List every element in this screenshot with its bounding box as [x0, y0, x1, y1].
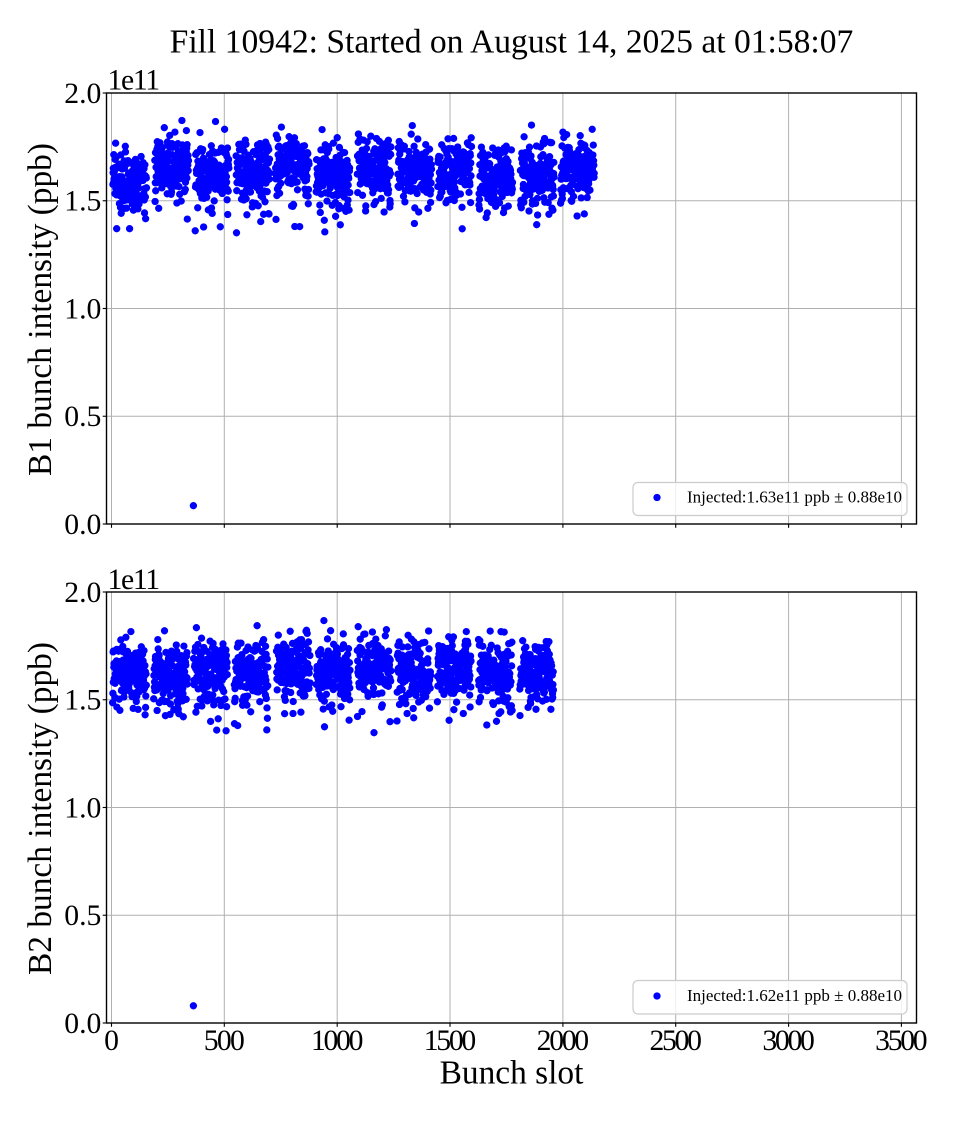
svg-text:Injected:1.63e11 ppb ± 0.88e10: Injected:1.63e11 ppb ± 0.88e10: [687, 488, 902, 507]
svg-text:B1 bunch intensity (ppb): B1 bunch intensity (ppb): [22, 143, 59, 476]
svg-text:1500: 1500: [424, 1025, 477, 1057]
svg-text:2500: 2500: [649, 1025, 702, 1057]
svg-text:B2 bunch intensity (ppb): B2 bunch intensity (ppb): [22, 642, 59, 975]
svg-text:2.0: 2.0: [64, 577, 101, 609]
svg-text:2.0: 2.0: [64, 78, 101, 110]
svg-text:500: 500: [204, 1025, 245, 1057]
svg-text:0.5: 0.5: [64, 401, 101, 433]
svg-text:Injected:1.62e11 ppb ± 0.88e10: Injected:1.62e11 ppb ± 0.88e10: [687, 986, 902, 1005]
svg-text:1e11: 1e11: [108, 564, 161, 596]
svg-text:1.5: 1.5: [64, 186, 101, 218]
svg-text:0.5: 0.5: [64, 900, 101, 932]
svg-text:1.5: 1.5: [64, 685, 101, 717]
svg-text:0.0: 0.0: [64, 509, 101, 541]
svg-text:1.0: 1.0: [64, 792, 101, 824]
svg-text:Bunch slot: Bunch slot: [440, 1055, 584, 1092]
svg-text:1000: 1000: [311, 1025, 364, 1057]
svg-text:1e11: 1e11: [108, 65, 161, 97]
svg-text:3000: 3000: [762, 1025, 815, 1057]
svg-text:1.0: 1.0: [64, 293, 101, 325]
svg-text:0: 0: [104, 1025, 119, 1057]
svg-text:Fill 10942: Started on August: Fill 10942: Started on August 14, 2025 a…: [170, 24, 854, 61]
svg-text:0.0: 0.0: [64, 1008, 101, 1040]
svg-text:3500: 3500: [875, 1025, 928, 1057]
svg-text:2000: 2000: [537, 1025, 590, 1057]
